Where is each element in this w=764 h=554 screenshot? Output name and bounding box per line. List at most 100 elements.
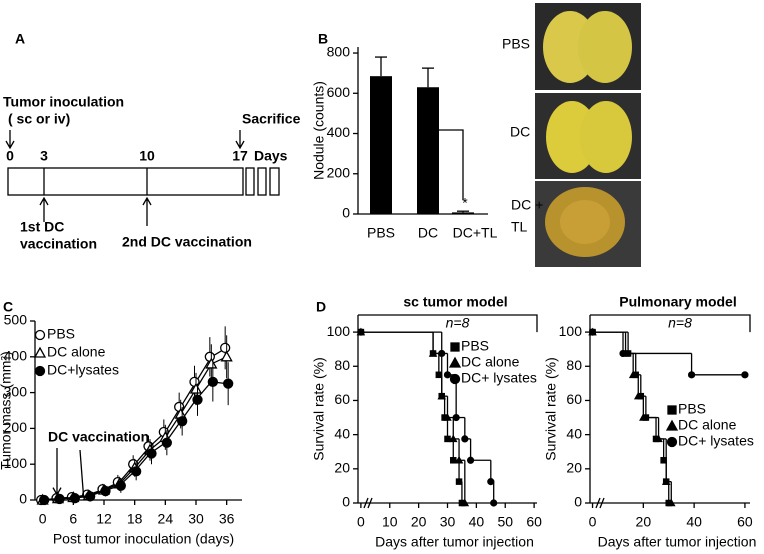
legend-label: DC alone <box>678 417 737 433</box>
x-tick-label: 60 <box>737 514 753 530</box>
x-tick-label: 20 <box>636 514 652 530</box>
panel-label: C <box>3 299 13 315</box>
legend-marker <box>448 356 462 368</box>
timeline-bar <box>7 167 244 196</box>
y-tick-label: 100 <box>327 323 351 339</box>
x-tick-label: 60 <box>526 514 542 530</box>
legend-marker <box>665 419 679 431</box>
y-tick-label: 200 <box>327 164 351 180</box>
x-tick-label: 40 <box>686 514 702 530</box>
lung-photos <box>535 3 641 267</box>
axis-break <box>595 497 605 509</box>
x-tick-label: 0 <box>357 514 365 530</box>
photo-label: PBS <box>502 36 530 52</box>
y-tick-label: 500 <box>4 312 28 328</box>
frame <box>358 314 538 333</box>
y-tick-label: 80 <box>566 357 582 373</box>
significance-bracket <box>427 129 464 200</box>
y-tick-label: 300 <box>4 383 28 399</box>
timeline-day: 10 <box>139 148 155 164</box>
y-tick-label: 20 <box>334 460 350 476</box>
y-tick-label: 100 <box>4 455 28 471</box>
vaccination-label: 1st DC <box>20 219 64 235</box>
panel-label: D <box>316 299 326 315</box>
y-tick-label: 800 <box>327 44 351 60</box>
marker <box>205 357 218 369</box>
x-tick-label: 10 <box>382 514 398 530</box>
panel-label: A <box>15 31 25 47</box>
arrows <box>5 130 245 226</box>
chart-title: Pulmonary model <box>619 294 736 310</box>
marker <box>207 376 218 388</box>
marker <box>220 350 233 362</box>
y-tick-label: 60 <box>334 391 350 407</box>
panel-label: B <box>318 31 328 47</box>
y-tick-label: 60 <box>566 391 582 407</box>
x-tick-label: 6 <box>69 511 77 527</box>
legend-marker <box>449 373 461 385</box>
timeline-day: 3 <box>40 148 48 164</box>
legend-marker <box>667 405 677 415</box>
marker <box>54 493 65 505</box>
significance-mark: * <box>462 195 468 211</box>
timeline-segment <box>245 167 255 196</box>
vaccination-label: vaccination <box>20 236 97 252</box>
marker <box>220 342 231 354</box>
y-tick-label: 0 <box>342 494 350 510</box>
marker <box>85 491 96 502</box>
legend-label: DC+lysates <box>47 362 119 378</box>
x-axis-label: Days after tumor injection <box>598 534 757 550</box>
legend-marker <box>34 365 46 377</box>
marker <box>131 466 142 477</box>
vaccination-label: 2nd DC vaccination <box>122 234 252 250</box>
legend-marker <box>33 346 47 358</box>
axis-break <box>363 497 373 509</box>
timeline-subtitle: ( sc or iv) <box>8 111 70 127</box>
marker <box>460 498 470 507</box>
x-tick-label: 50 <box>497 514 513 530</box>
marker <box>115 480 126 491</box>
photo-label: TL <box>511 219 528 235</box>
legend-marker <box>34 329 46 341</box>
x-tick-label: 12 <box>96 511 112 527</box>
x-tick-label: DC <box>418 225 438 241</box>
y-tick-label: 20 <box>566 460 582 476</box>
timeline-segment <box>269 167 280 196</box>
bar <box>452 212 474 214</box>
marker <box>177 416 188 427</box>
marker <box>161 437 172 448</box>
y-tick-label: 0 <box>574 494 582 510</box>
marker <box>146 448 157 459</box>
x-tick-label: 40 <box>469 514 485 530</box>
x-axis-label: Post tumor inoculation (days) <box>53 531 234 547</box>
marker <box>741 371 749 379</box>
legend-label: PBS <box>461 338 489 354</box>
y-axis-label: Nodule (counts) <box>311 81 327 180</box>
annotation: DC vaccination <box>48 429 149 445</box>
marker <box>100 485 111 497</box>
timeline-segment <box>257 167 267 196</box>
marker <box>204 351 215 362</box>
marker <box>189 382 203 394</box>
y-tick-label: 40 <box>334 425 350 441</box>
marker <box>666 498 676 507</box>
legend-label: DC alone <box>47 344 106 360</box>
legend-label: DC alone <box>461 354 520 370</box>
x-axis-label: Days after tumor injection <box>375 534 534 550</box>
y-tick-label: 80 <box>334 357 350 373</box>
frame <box>590 314 751 333</box>
y-axis-label: Survival rate (%) <box>543 357 559 460</box>
annotation: n=8 <box>668 315 692 331</box>
x-tick-label: 36 <box>219 511 235 527</box>
y-tick-label: 0 <box>19 491 27 507</box>
marker <box>39 494 50 506</box>
marker <box>490 499 498 507</box>
y-tick-label: 40 <box>566 425 582 441</box>
y-tick-label: 400 <box>4 348 28 364</box>
bar <box>370 76 392 214</box>
y-tick-label: 100 <box>559 323 583 339</box>
y-tick-label: 400 <box>327 124 351 140</box>
y-axis-label: Tumor mass (mm²) <box>0 351 14 469</box>
x-tick-label: PBS <box>367 225 395 241</box>
